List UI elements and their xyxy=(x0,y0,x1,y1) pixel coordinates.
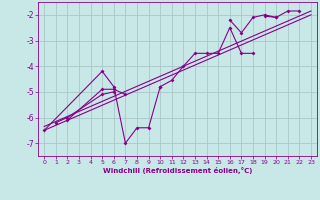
X-axis label: Windchill (Refroidissement éolien,°C): Windchill (Refroidissement éolien,°C) xyxy=(103,167,252,174)
